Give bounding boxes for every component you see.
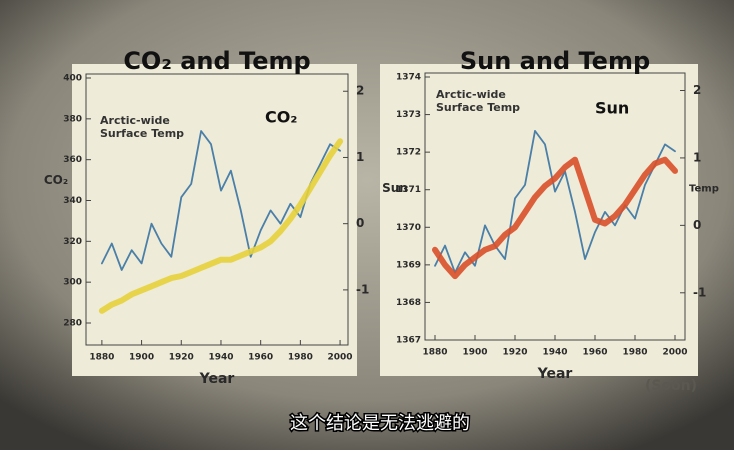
x-tick-label: 1940 [208, 353, 233, 363]
x-tick-label: 1900 [462, 348, 487, 358]
y-tick-label: 380 [63, 114, 82, 124]
x-tick-label: 1920 [502, 348, 527, 358]
series-line [432, 156, 678, 280]
series-label: CO₂ [265, 108, 297, 127]
y-tick-label: 1367 [396, 336, 421, 346]
chart-title: CO₂ and Temp [123, 47, 310, 75]
y2-tick-label: -1 [693, 285, 706, 299]
y-axis-label: CO₂ [44, 173, 68, 187]
y2-tick-label: 2 [693, 83, 701, 97]
x-tick-label: 1960 [248, 353, 273, 363]
y2-tick-label: 1 [693, 150, 701, 164]
y-tick-label: 1368 [396, 298, 421, 308]
x-axis-label: Year [537, 366, 573, 382]
series-label: Arctic-wide Surface Temp [100, 114, 185, 140]
y-tick-label: 320 [63, 237, 82, 247]
x-tick-label: 1880 [89, 353, 114, 363]
y-tick-label: 1372 [396, 148, 421, 158]
y-tick-label: 400 [63, 74, 82, 84]
y-tick-label: 340 [63, 196, 82, 206]
caption: 这个结论是无法逃避的 [290, 413, 470, 434]
y-tick-label: 1371 [396, 185, 421, 195]
y2-tick-label: -1 [356, 282, 369, 296]
series-line [101, 130, 341, 271]
series-line [98, 138, 344, 314]
x-tick-label: 1900 [129, 353, 154, 363]
y-tick-label: 300 [63, 278, 82, 288]
x-tick-label: 1920 [169, 353, 194, 363]
series-line [434, 130, 676, 274]
series-label: Sun [595, 99, 629, 118]
chart-title: Sun and Temp [460, 47, 650, 75]
y-tick-label: 360 [63, 155, 82, 165]
x-tick-label: 2000 [662, 348, 687, 358]
y2-tick-label: 0 [356, 216, 364, 230]
plot-frame [85, 73, 349, 346]
panel [72, 64, 357, 376]
y-tick-label: 1374 [396, 73, 421, 83]
x-tick-label: 1880 [422, 348, 447, 358]
y-tick-label: 1369 [396, 260, 421, 270]
x-tick-label: 1980 [288, 353, 313, 363]
y2-axis-label: Temp [689, 184, 719, 195]
series-label: Arctic-wide Surface Temp [436, 88, 521, 114]
x-tick-label: 1960 [582, 348, 607, 358]
x-tick-label: 1980 [622, 348, 647, 358]
y2-tick-label: 2 [356, 84, 364, 98]
x-tick-label: 2000 [328, 353, 353, 363]
panel [380, 64, 698, 376]
y-tick-label: 280 [63, 319, 82, 329]
y2-tick-label: 0 [693, 218, 701, 232]
x-axis-label: Year [199, 371, 235, 387]
y2-tick-label: 1 [356, 150, 364, 164]
y-tick-label: 1370 [396, 223, 421, 233]
x-tick-label: 1940 [542, 348, 567, 358]
y-axis-label: Sun [382, 181, 408, 195]
y-tick-label: 1373 [396, 110, 421, 120]
source: (Soon) [645, 378, 697, 394]
